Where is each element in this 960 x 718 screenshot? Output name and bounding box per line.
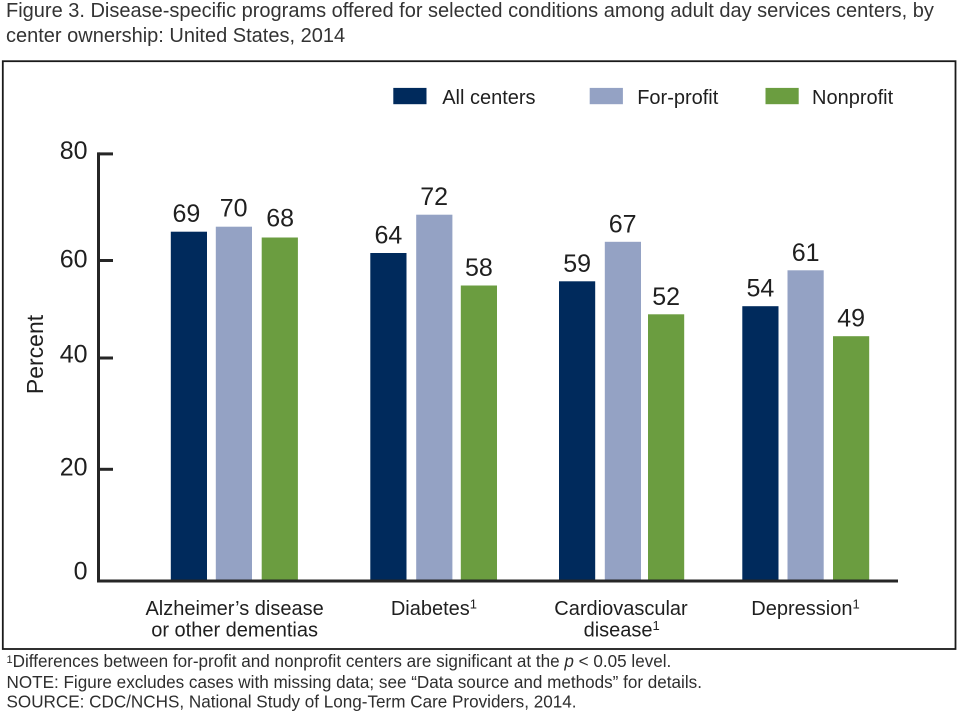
svg-text:20: 20 <box>60 453 88 481</box>
svg-text:NOTE: Figure excludes cases wi: NOTE: Figure excludes cases with missing… <box>7 673 702 692</box>
svg-text:70: 70 <box>220 194 248 222</box>
svg-text:60: 60 <box>60 245 88 273</box>
svg-text:disease1: disease1 <box>584 618 660 642</box>
svg-text:Percent: Percent <box>22 314 48 394</box>
svg-text:1Differences between for-profi: 1Differences between for-profit and nonp… <box>7 652 672 671</box>
svg-text:54: 54 <box>746 275 774 303</box>
svg-text:67: 67 <box>609 210 637 238</box>
svg-text:80: 80 <box>60 137 88 165</box>
svg-text:49: 49 <box>837 305 865 333</box>
svg-text:72: 72 <box>420 183 448 211</box>
svg-text:Alzheimer’s disease: Alzheimer’s disease <box>145 598 323 620</box>
svg-text:64: 64 <box>374 222 402 250</box>
svg-text:Figure 3. Disease-specific pro: Figure 3. Disease-specific programs offe… <box>6 0 934 22</box>
svg-text:61: 61 <box>792 239 820 267</box>
svg-text:69: 69 <box>172 200 200 228</box>
svg-text:or other dementias: or other dementias <box>151 619 318 641</box>
svg-text:40: 40 <box>60 341 88 369</box>
svg-text:Cardiovascular: Cardiovascular <box>554 598 688 620</box>
svg-text:0: 0 <box>74 558 88 586</box>
svg-text:SOURCE: CDC/NCHS, National Stu: SOURCE: CDC/NCHS, National Study of Long… <box>7 693 577 712</box>
svg-text:59: 59 <box>563 250 591 278</box>
svg-text:68: 68 <box>266 205 294 233</box>
svg-text:center ownership: United State: center ownership: United States, 2014 <box>6 25 345 47</box>
svg-text:For-profit: For-profit <box>637 87 719 109</box>
svg-text:58: 58 <box>465 254 493 282</box>
svg-text:Depression1: Depression1 <box>751 597 859 621</box>
svg-text:Nonprofit: Nonprofit <box>812 87 894 109</box>
svg-text:All centers: All centers <box>442 87 535 109</box>
svg-text:52: 52 <box>652 283 680 311</box>
svg-text:Diabetes1: Diabetes1 <box>391 597 477 621</box>
